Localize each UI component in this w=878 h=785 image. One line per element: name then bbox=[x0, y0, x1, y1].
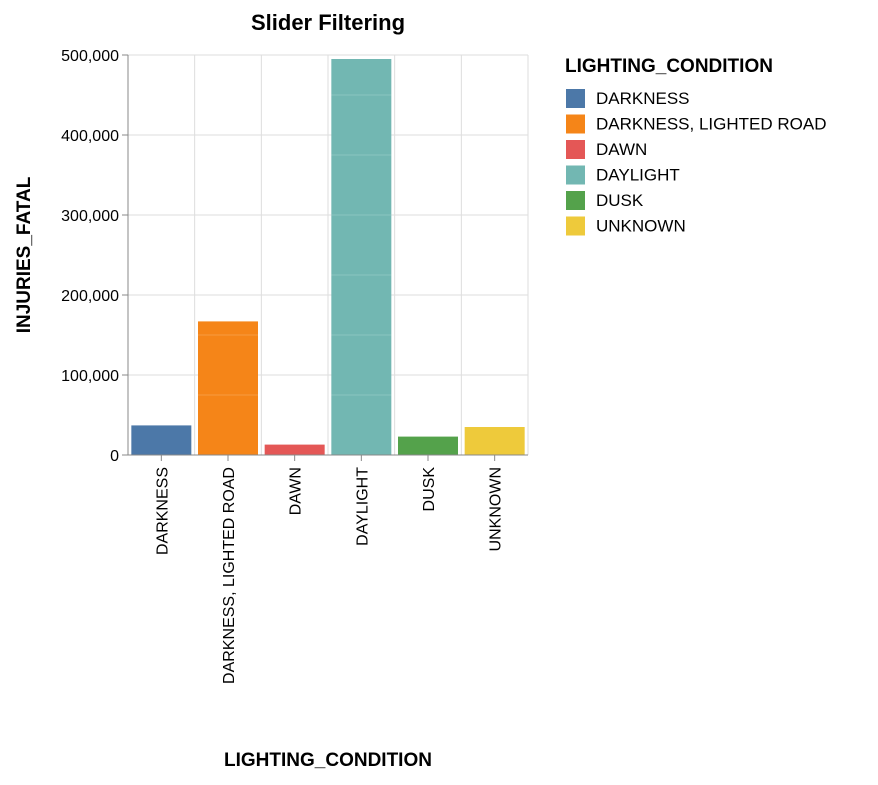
legend-label: DUSK bbox=[596, 191, 644, 210]
y-tick-label: 0 bbox=[110, 448, 119, 465]
x-tick-label: DAWN bbox=[288, 467, 305, 515]
x-tick-label: DUSK bbox=[421, 467, 438, 512]
y-tick-label: 400,000 bbox=[61, 128, 119, 145]
y-tick-label: 200,000 bbox=[61, 288, 119, 305]
legend-label: DARKNESS bbox=[596, 89, 690, 108]
y-tick-label: 100,000 bbox=[61, 368, 119, 385]
x-tick-label: UNKNOWN bbox=[488, 467, 505, 551]
legend-label: DAWN bbox=[596, 140, 647, 159]
legend-label: DARKNESS, LIGHTED ROAD bbox=[596, 115, 827, 134]
legend-swatch bbox=[566, 114, 585, 134]
legend-swatch bbox=[566, 89, 585, 108]
legend-swatch bbox=[566, 165, 585, 185]
bar-unknown[interactable] bbox=[464, 427, 525, 455]
legend: LIGHTING_CONDITION DARKNESS DARKNESS, LIG… bbox=[565, 56, 827, 236]
bar-dawn[interactable] bbox=[264, 444, 325, 455]
y-tick-label: 500,000 bbox=[61, 48, 119, 65]
chart-title: Slider Filtering bbox=[251, 10, 405, 35]
x-axis-title: LIGHTING_CONDITION bbox=[224, 750, 432, 771]
legend-label: DAYLIGHT bbox=[596, 166, 680, 185]
y-axis-title: INJURIES_FATAL bbox=[14, 176, 35, 333]
gridlines bbox=[127, 54, 529, 456]
bar-dusk[interactable] bbox=[398, 436, 458, 455]
bar-daylight[interactable] bbox=[331, 59, 392, 455]
x-tick-label: DARKNESS, LIGHTED ROAD bbox=[221, 467, 238, 684]
legend-swatch bbox=[566, 140, 585, 159]
legend-label: UNKNOWN bbox=[596, 217, 686, 236]
bar-darkness-lighted-road[interactable] bbox=[198, 321, 258, 455]
x-tick-label: DARKNESS bbox=[154, 467, 171, 555]
axes-group: 0 100,000 200,000 300,000 400,000 500,000 DARK… bbox=[61, 48, 528, 684]
bars-group bbox=[131, 59, 525, 455]
bar-darkness[interactable] bbox=[131, 425, 192, 455]
legend-swatch bbox=[566, 216, 585, 236]
x-tick-label: DAYLIGHT bbox=[354, 467, 371, 546]
legend-title: LIGHTING_CONDITION bbox=[565, 56, 773, 77]
y-tick-label: 300,000 bbox=[61, 208, 119, 225]
legend-swatch bbox=[566, 191, 585, 210]
